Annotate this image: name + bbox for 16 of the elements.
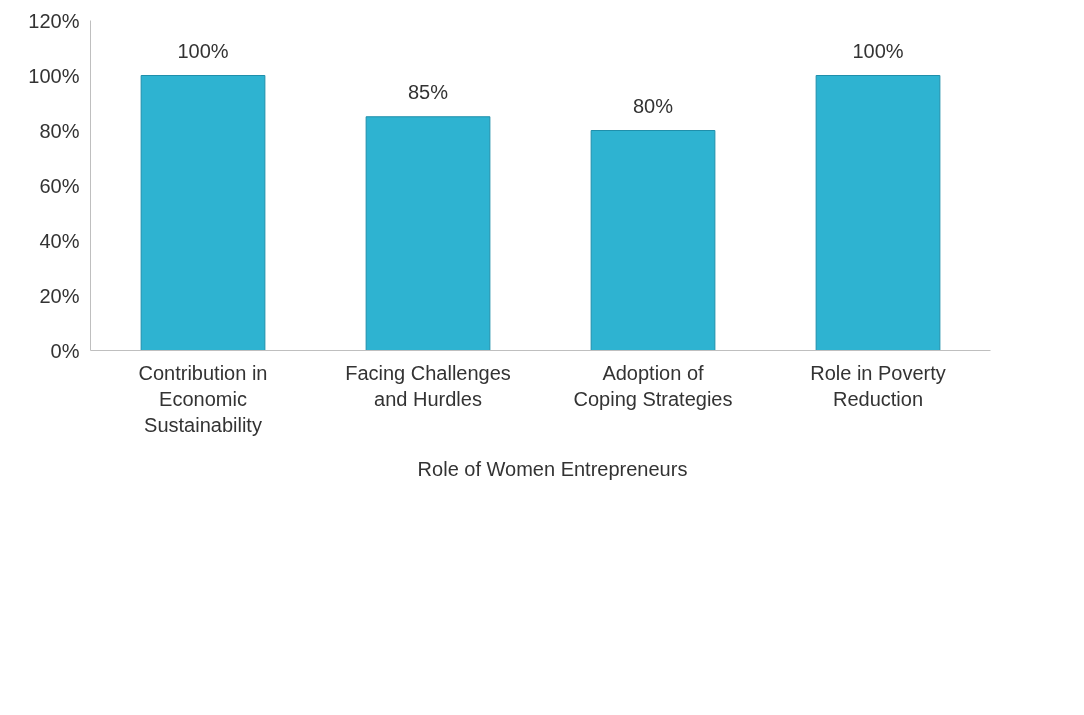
x-tick-label: Facing Challenges and Hurdles	[345, 361, 511, 410]
text: 80%	[632, 94, 674, 117]
y-tick-label: 0%	[50, 339, 80, 362]
x-tick-label: Contribution in Economic Sustainability	[138, 361, 268, 437]
y-tick-label: 20%	[39, 284, 80, 307]
text: 85%	[407, 80, 449, 103]
y-tick-label: 80%	[39, 119, 80, 142]
x-tick-label: Role in Poverty Reduction	[810, 361, 946, 410]
y-tick-label: 60%	[39, 174, 80, 197]
text: 100%	[177, 39, 229, 62]
y-tick-label: 100%	[28, 64, 80, 87]
text: 100%	[852, 39, 904, 62]
y-tick-label: 120%	[28, 9, 80, 32]
text: Role of Women Entrepreneurs	[417, 457, 688, 481]
y-tick-label: 40%	[39, 229, 80, 252]
x-tick-label: Adoption of Coping Strategies	[573, 361, 733, 410]
